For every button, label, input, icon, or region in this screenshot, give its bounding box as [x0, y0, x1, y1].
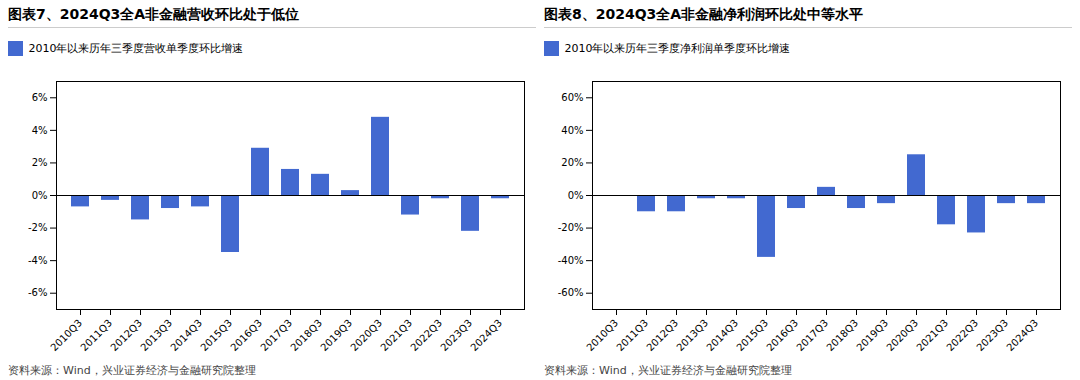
svg-text:-4%: -4% — [28, 254, 47, 265]
svg-text:2011Q3: 2011Q3 — [614, 317, 650, 353]
svg-text:2018Q3: 2018Q3 — [288, 317, 324, 353]
svg-text:2010Q3: 2010Q3 — [584, 317, 620, 353]
svg-text:2023Q3: 2023Q3 — [438, 317, 474, 353]
svg-text:2010Q3: 2010Q3 — [48, 317, 84, 353]
svg-text:2017Q3: 2017Q3 — [258, 317, 294, 353]
html-text:2010年以来历年三季度净利润单季度环比增速: 2010年以来历年三季度净利润单季度环比增速 — [564, 42, 791, 55]
svg-text:2022Q3: 2022Q3 — [408, 317, 444, 353]
svg-text:-60%: -60% — [558, 287, 584, 298]
svg-text:2017Q3: 2017Q3 — [794, 317, 830, 353]
svg-text:2014Q3: 2014Q3 — [704, 317, 740, 353]
svg-text:2020Q3: 2020Q3 — [348, 317, 384, 353]
svg-text:2011Q3: 2011Q3 — [78, 317, 114, 353]
svg-text:2024Q3: 2024Q3 — [1004, 317, 1040, 353]
svg-text:60%: 60% — [561, 91, 583, 102]
svg-text:2022Q3: 2022Q3 — [944, 317, 980, 353]
svg-text:0%: 0% — [568, 189, 584, 200]
svg-text:2021Q3: 2021Q3 — [378, 317, 414, 353]
svg-text:2016Q3: 2016Q3 — [228, 317, 264, 353]
svg-text:-6%: -6% — [28, 287, 47, 298]
svg-text:6%: 6% — [32, 91, 48, 102]
svg-text:2012Q3: 2012Q3 — [108, 317, 144, 353]
svg-text:2016Q3: 2016Q3 — [764, 317, 800, 353]
svg-text:2014Q3: 2014Q3 — [168, 317, 204, 353]
svg-text:2024Q3: 2024Q3 — [468, 317, 504, 353]
svg-text:-20%: -20% — [558, 222, 584, 233]
svg-text:2019Q3: 2019Q3 — [318, 317, 354, 353]
html-text:资料来源：Wind，兴业证券经济与金融研究院整理: 资料来源：Wind，兴业证券经济与金融研究院整理 — [8, 363, 256, 377]
html-text:2010年以来历年三季度营收单季度环比增速: 2010年以来历年三季度营收单季度环比增速 — [28, 42, 244, 55]
svg-text:-40%: -40% — [558, 254, 584, 265]
svg-text:2020Q3: 2020Q3 — [884, 317, 920, 353]
svg-text:2012Q3: 2012Q3 — [644, 317, 680, 353]
svg-text:2021Q3: 2021Q3 — [914, 317, 950, 353]
svg-text:2018Q3: 2018Q3 — [824, 317, 860, 353]
svg-text:2019Q3: 2019Q3 — [854, 317, 890, 353]
svg-text:2015Q3: 2015Q3 — [734, 317, 770, 353]
svg-text:2%: 2% — [32, 157, 48, 168]
svg-text:20%: 20% — [561, 157, 583, 168]
html-text:图表8、2024Q3全A非金融净利润环比处中等水平: 图表8、2024Q3全A非金融净利润环比处中等水平 — [544, 6, 864, 22]
svg-text:2013Q3: 2013Q3 — [138, 317, 174, 353]
html-text:图表7、2024Q3全A非金融营收环比处于低位: 图表7、2024Q3全A非金融营收环比处于低位 — [8, 6, 300, 22]
svg-text:0%: 0% — [32, 189, 48, 200]
svg-text:-2%: -2% — [28, 222, 47, 233]
svg-text:2013Q3: 2013Q3 — [674, 317, 710, 353]
svg-text:2023Q3: 2023Q3 — [974, 317, 1010, 353]
svg-text:4%: 4% — [32, 124, 48, 135]
svg-text:2015Q3: 2015Q3 — [198, 317, 234, 353]
html-text:资料来源：Wind，兴业证券经济与金融研究院整理: 资料来源：Wind，兴业证券经济与金融研究院整理 — [544, 363, 792, 377]
svg-text:40%: 40% — [561, 124, 583, 135]
